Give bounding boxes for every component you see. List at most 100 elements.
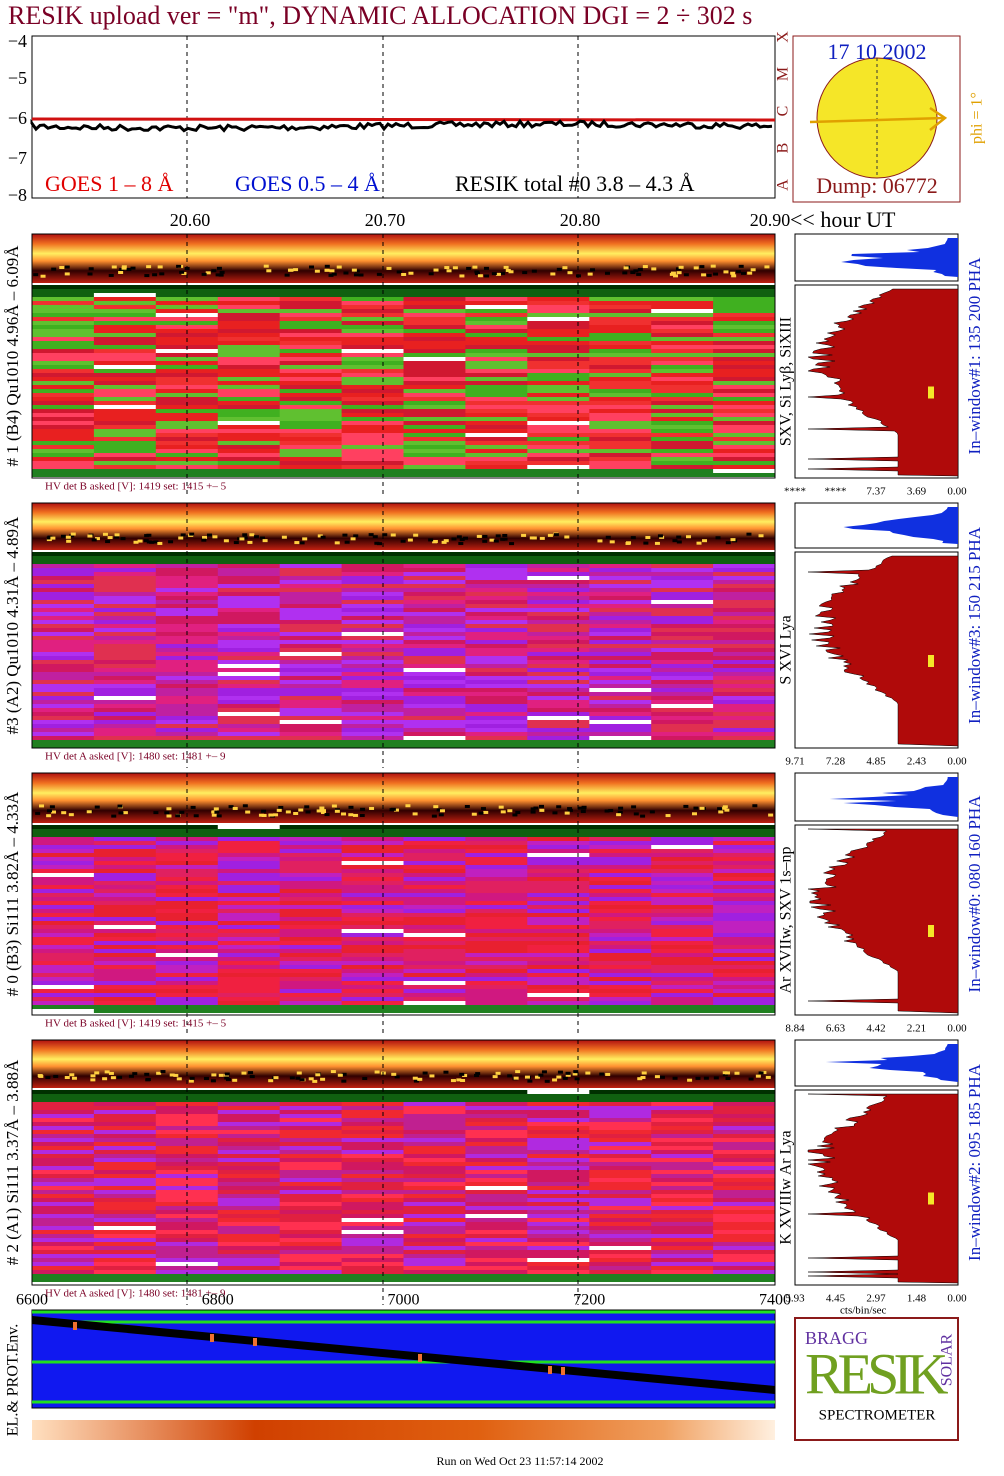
- spectrum-cell: [279, 608, 343, 612]
- spectrum-cell: [589, 857, 652, 861]
- spectrum-cell: [465, 393, 528, 397]
- spectrum-cell: [32, 449, 95, 453]
- spectrum-cell: [341, 973, 404, 977]
- spectrum-cell: [32, 845, 95, 849]
- spectrum-cell: [527, 636, 590, 640]
- spectrum-cell: [651, 636, 714, 640]
- spectrum-cell: [403, 925, 466, 929]
- strip-noise: [640, 814, 646, 818]
- strip-noise: [353, 534, 359, 538]
- strip-noise: [188, 1079, 194, 1083]
- spectrum-cell: [279, 1170, 343, 1174]
- spectrum-cell: [651, 1210, 714, 1214]
- spectrum-cell: [589, 417, 652, 421]
- spectrum-cell: [589, 1009, 652, 1013]
- spectrum-cell: [341, 1226, 404, 1230]
- spectrum-cell: [651, 1266, 714, 1270]
- spectrum-cell: [527, 580, 590, 584]
- spectrum-cell: [465, 684, 528, 688]
- spectrum-cell: [403, 672, 466, 676]
- strip-noise: [108, 1071, 114, 1075]
- spectrum-cell: [589, 696, 652, 700]
- strip-noise: [173, 1073, 179, 1077]
- spectrum-cell: [651, 620, 714, 624]
- spectrum-cell: [713, 889, 776, 893]
- spectrum-cell: [465, 853, 528, 857]
- spectrum-cell: [217, 869, 281, 873]
- spectrum-cell: [341, 1009, 404, 1013]
- strip-noise: [205, 271, 211, 275]
- spectrum-cell: [465, 305, 528, 309]
- strip-noise: [691, 812, 697, 816]
- spectrum-cell: [651, 1234, 714, 1238]
- strip-noise: [289, 1076, 295, 1080]
- spectrum-cell: [403, 345, 466, 349]
- spectrum-cell: [217, 1278, 281, 1282]
- spectrum-cell: [713, 317, 776, 321]
- spectrum-cell: [403, 473, 466, 477]
- spectrum-cell: [341, 289, 404, 293]
- strip-noise: [605, 1072, 611, 1076]
- spectrum-cell: [527, 744, 590, 748]
- strip-noise: [476, 534, 482, 538]
- spectrum-cell: [93, 696, 157, 700]
- spectrum-cell: [527, 1254, 590, 1258]
- strip-noise: [117, 1075, 123, 1079]
- spectrum-cell: [527, 849, 590, 853]
- spectrum-cell: [651, 889, 714, 893]
- spectrum-cell: [465, 700, 528, 704]
- env-event: [73, 1322, 77, 1330]
- spectrum-cell: [341, 845, 404, 849]
- spectrum-cell: [155, 596, 219, 600]
- strip-noise: [51, 810, 57, 814]
- spectrum-cell: [155, 556, 219, 560]
- spectrum-cell: [93, 349, 157, 353]
- spectrum-cell: [465, 433, 528, 437]
- spectrum-cell: [651, 708, 714, 712]
- spectrum-cell: [93, 1274, 157, 1278]
- spectrum-cell: [32, 1210, 95, 1214]
- spectrum-cell: [713, 1094, 776, 1098]
- spectrum-cell: [403, 612, 466, 616]
- spectrum-cell: [32, 552, 95, 556]
- spectrum-cell: [527, 469, 590, 473]
- spectrum-cell: [155, 825, 219, 829]
- spectrum-cell: [713, 1246, 776, 1250]
- spectrum-cell: [32, 692, 95, 696]
- spectrum-cell: [651, 1194, 714, 1198]
- strip-noise: [296, 1071, 302, 1075]
- spectrum-cell: [527, 429, 590, 433]
- spectrum-cell: [403, 929, 466, 933]
- spectrum-cell: [527, 997, 590, 1001]
- strip-noise: [706, 273, 712, 277]
- spectrum-cell: [651, 369, 714, 373]
- spectrum-cell: [32, 957, 95, 961]
- spectrum-cell: [93, 333, 157, 337]
- spectrum-cell: [32, 469, 95, 473]
- spectrum-cell: [465, 1218, 528, 1222]
- spectrum-cell: [32, 1158, 95, 1162]
- spectrum-cell: [279, 716, 343, 720]
- strip-noise: [413, 533, 419, 537]
- spectrum-cell: [589, 1210, 652, 1214]
- spectrum-cell: [341, 552, 404, 556]
- window-marker: [928, 655, 934, 667]
- spectrum-cell: [403, 560, 466, 564]
- spectrum-cell: [465, 1226, 528, 1230]
- spectrum-cell: [403, 1214, 466, 1218]
- strip-noise: [552, 1078, 558, 1082]
- strip-noise: [160, 1070, 166, 1074]
- spectrum-cell: [279, 1194, 343, 1198]
- spectrum-cell: [527, 612, 590, 616]
- spectrum-cell: [93, 736, 157, 740]
- spectrum-cell: [341, 1222, 404, 1226]
- spectrum-cell: [527, 417, 590, 421]
- hist-tick-label: 0.00: [947, 486, 967, 498]
- strip-noise: [645, 535, 651, 539]
- spectrum-cell: [589, 1170, 652, 1174]
- strip-noise: [219, 270, 225, 274]
- spectrum-cell: [341, 612, 404, 616]
- spectrum-cell: [217, 425, 281, 429]
- spectrum-cell: [527, 465, 590, 469]
- spectrum-cell: [217, 1122, 281, 1126]
